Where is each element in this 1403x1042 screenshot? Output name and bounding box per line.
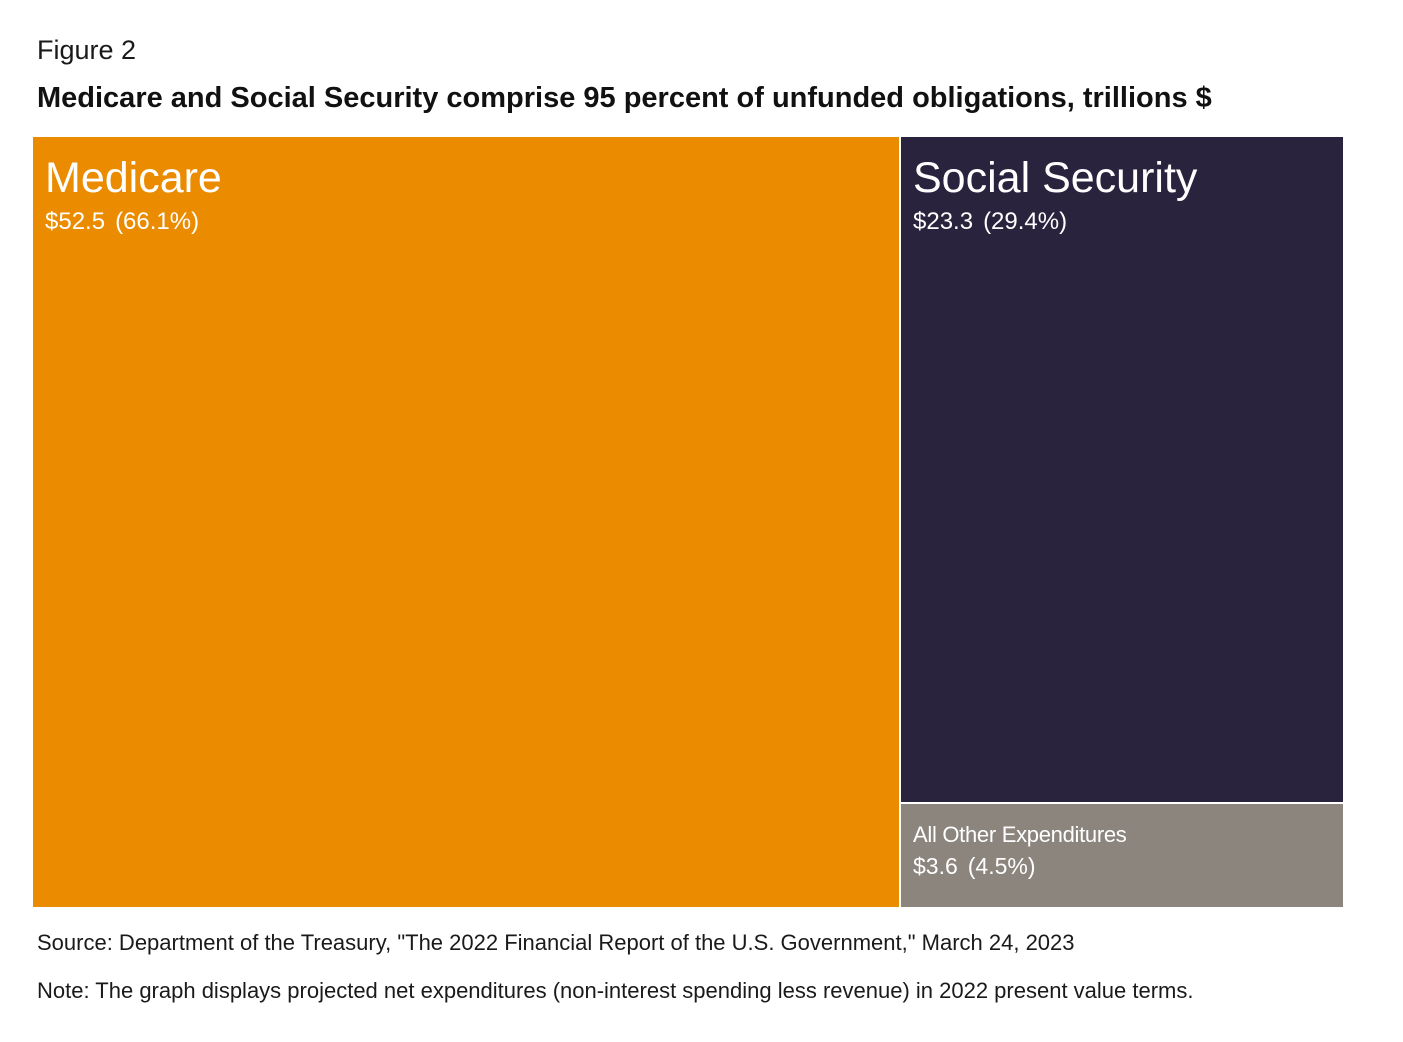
tile-medicare: Medicare $52.5 (66.1%) bbox=[33, 137, 899, 907]
chart-note: Note: The graph displays projected net e… bbox=[37, 978, 1194, 1003]
tile-values-all-other-expenditures: $3.6 (4.5%) bbox=[913, 855, 1036, 878]
tile-percent-all-other-expenditures: (4.5%) bbox=[967, 853, 1036, 879]
chart-title: Medicare and Social Security comprise 95… bbox=[37, 82, 1212, 114]
treemap-chart: Medicare $52.5 (66.1%) Social Security $23.3… bbox=[33, 137, 1343, 907]
tile-values-social-security: $23.3 (29.4%) bbox=[913, 210, 1067, 234]
tile-percent-medicare: (66.1%) bbox=[115, 208, 200, 235]
figure-label: Figure 2 bbox=[37, 35, 137, 65]
tile-label-all-other-expenditures: All Other Expenditures bbox=[913, 822, 1127, 847]
tile-social-security: Social Security $23.3 (29.4%) bbox=[901, 137, 1343, 802]
source-note: Source: Department of the Treasury, "The… bbox=[37, 930, 1075, 955]
tile-value-all-other-expenditures: $3.6 bbox=[913, 853, 958, 879]
tile-all-other-expenditures: All Other Expenditures $3.6 (4.5%) bbox=[901, 804, 1343, 907]
tile-values-medicare: $52.5 (66.1%) bbox=[45, 210, 199, 234]
tile-label-social-security: Social Security bbox=[913, 154, 1198, 202]
tile-label-medicare: Medicare bbox=[45, 154, 222, 202]
tile-percent-social-security: (29.4%) bbox=[983, 208, 1068, 235]
tile-value-medicare: $52.5 bbox=[45, 208, 106, 235]
tile-value-social-security: $23.3 bbox=[913, 208, 974, 235]
